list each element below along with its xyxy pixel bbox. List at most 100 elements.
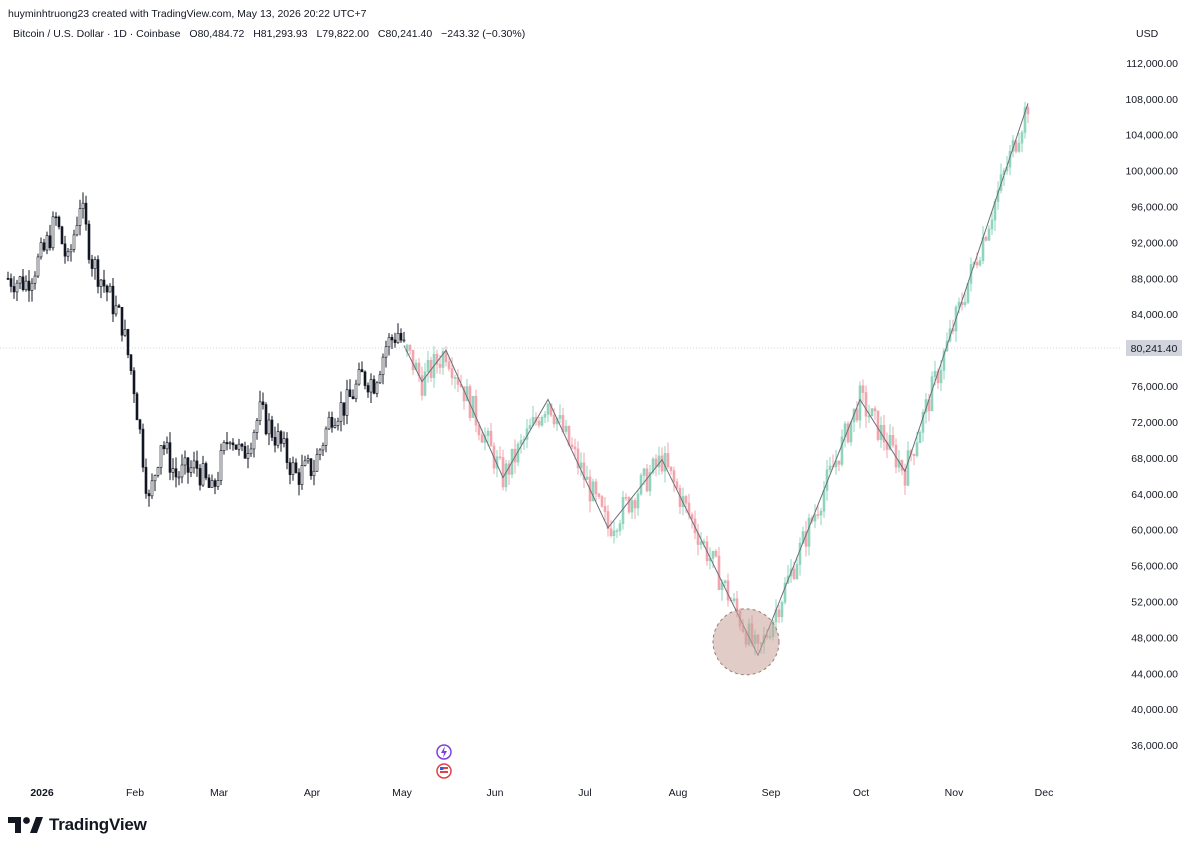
- candle: [327, 411, 331, 431]
- y-tick-label: 52,000.00: [1131, 596, 1178, 608]
- candle: [357, 362, 361, 386]
- candle: [351, 389, 355, 400]
- candle: [798, 537, 802, 576]
- candle: [399, 328, 403, 343]
- y-tick-label: 44,000.00: [1131, 668, 1178, 680]
- candle: [507, 460, 511, 486]
- candle: [732, 592, 736, 604]
- candle: [30, 278, 34, 302]
- y-tick-label: 108,000.00: [1125, 94, 1178, 106]
- candle: [474, 389, 478, 433]
- candle: [393, 332, 397, 348]
- candle: [891, 426, 895, 448]
- us-flag-icon: [436, 763, 452, 779]
- y-tick-label: 40,000.00: [1131, 704, 1178, 716]
- currency-label[interactable]: USD: [1136, 28, 1159, 40]
- candle: [195, 450, 199, 477]
- candle: [807, 513, 811, 556]
- candle: [63, 235, 67, 264]
- candle: [213, 478, 217, 495]
- candle: [219, 443, 223, 486]
- candle: [12, 276, 16, 299]
- candle: [795, 556, 799, 580]
- candle: [9, 273, 13, 293]
- candle: [486, 427, 490, 446]
- candle: [183, 450, 187, 475]
- x-tick-label: Feb: [126, 787, 144, 799]
- candle: [144, 458, 148, 499]
- candle: [165, 436, 169, 454]
- candle: [978, 256, 982, 267]
- candle: [984, 235, 988, 242]
- candle: [300, 454, 304, 490]
- event-markers: [436, 744, 452, 779]
- candle: [255, 417, 259, 440]
- candle: [162, 441, 166, 456]
- candle: [201, 455, 205, 487]
- candle: [141, 423, 145, 473]
- candle: [168, 432, 172, 481]
- candle: [633, 497, 637, 520]
- candle: [342, 402, 346, 426]
- candle: [420, 366, 424, 401]
- y-tick-label: 104,000.00: [1125, 130, 1178, 142]
- candle: [576, 441, 580, 475]
- candle: [93, 256, 97, 280]
- candle: [75, 216, 79, 237]
- candle: [666, 442, 670, 469]
- candle: [378, 370, 382, 385]
- candle: [120, 307, 124, 342]
- candle: [603, 496, 607, 521]
- candle: [354, 379, 358, 403]
- y-tick-label: 48,000.00: [1131, 632, 1178, 644]
- candle: [321, 442, 325, 457]
- candle: [174, 457, 178, 488]
- candle: [498, 446, 502, 461]
- candle: [780, 600, 784, 623]
- candle: [252, 429, 256, 458]
- candle: [423, 362, 427, 397]
- candle: [861, 379, 865, 403]
- candle: [654, 454, 658, 477]
- candle: [99, 278, 103, 299]
- candle: [57, 215, 61, 230]
- candle: [240, 442, 244, 452]
- candle: [276, 423, 280, 449]
- y-tick-label: 68,000.00: [1131, 453, 1178, 465]
- candle: [537, 417, 541, 429]
- candle: [129, 354, 133, 375]
- candle: [90, 254, 94, 277]
- candle: [885, 432, 889, 459]
- candle: [135, 391, 139, 421]
- candle: [954, 304, 958, 342]
- candle: [186, 457, 190, 484]
- candle: [123, 319, 127, 337]
- candle: [876, 410, 880, 442]
- candle: [363, 370, 367, 390]
- tradingview-logo[interactable]: TradingView: [8, 815, 147, 835]
- candle: [210, 474, 214, 488]
- lightning-flag-icon: [436, 744, 452, 760]
- candle: [51, 211, 55, 251]
- candle: [318, 448, 322, 461]
- candle: [312, 459, 316, 486]
- candle: [297, 468, 301, 496]
- candle: [921, 409, 925, 442]
- candle: [519, 433, 523, 454]
- candle: [138, 418, 142, 434]
- candle: [627, 496, 631, 515]
- candle: [33, 271, 37, 290]
- candle: [291, 456, 295, 481]
- candle: [282, 431, 286, 448]
- symbol-name[interactable]: Bitcoin / U.S. Dollar · 1D · Coinbase: [13, 28, 181, 40]
- candle: [999, 163, 1003, 194]
- candle: [246, 445, 250, 469]
- candle: [837, 460, 841, 472]
- chart-credit: huyminhtruong23 created with TradingView…: [8, 8, 367, 20]
- symbol-legend[interactable]: Bitcoin / U.S. Dollar · 1D · Coinbase O8…: [13, 28, 531, 40]
- ohlc-close: C80,241.40: [377, 28, 433, 40]
- x-tick-label: Aug: [669, 787, 688, 799]
- ohlc-open: O80,484.72: [189, 28, 245, 40]
- candle: [234, 444, 238, 450]
